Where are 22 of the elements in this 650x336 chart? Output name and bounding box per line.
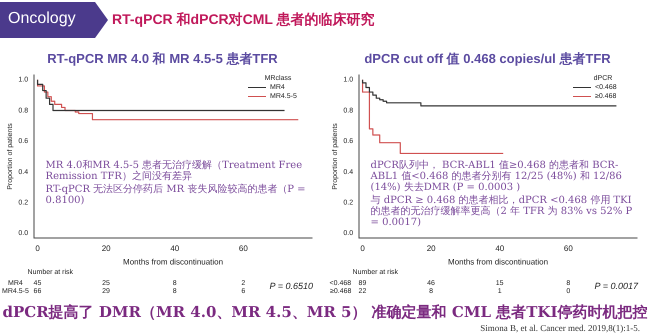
x-axis-title: Months from discontinuation: [123, 257, 224, 266]
x-tick-label: 40: [170, 244, 180, 253]
annotation: dPCR队列中， BCR-ABL1 值≥0.468 的患者和 BCR-ABL1 值<0.468 的患者分别有 12/25 (48%) 和 12/86 (14%) 失去DMR (P = 0.0003 ): [370, 160, 623, 193]
text: P = 0.6510: [270, 281, 313, 291]
x-tick-label: 0: [35, 244, 40, 253]
x-tick-label: 40: [495, 244, 505, 253]
annotation: RT-qPCR 无法区分停药后 MR 丧失风险较高的患者（P = 0.8100): [46, 184, 307, 206]
text: RT-qPCR 和dPCR对CML 患者的临床研究: [112, 11, 375, 29]
chart-title: RT-qPCR MR 4.0 和 MR 4.5-5 患者TFR: [46, 50, 279, 68]
x-tick-label: 60: [564, 244, 574, 253]
text: dPCR提高了 DMR（MR 4.0、MR 4.5、MR 5） 准确定量和 CML 患者TKI停药时机把控: [2, 303, 648, 322]
x-tick-label: 60: [238, 244, 248, 253]
chart-title: dPCR cut off 值 0.468 copies/ul 患者TFR: [363, 50, 612, 68]
annotation: MR 4.0和MR 4.5-5 患者无治疗缓解（Treatment Free Remission TFR）之间没有差异: [46, 160, 304, 182]
text: Oncology: [8, 10, 76, 28]
x-tick-label: 20: [102, 244, 112, 253]
text: Simona B, et al. Cancer med. 2019,8(1):1-5.: [480, 323, 640, 333]
x-tick-label: 0: [360, 244, 366, 253]
text: P = 0.0017: [594, 281, 638, 291]
x-axis-title: Months from discontinuation: [448, 257, 548, 266]
annotation: 与 dPCR ≥ 0.468 的患者相比，dPCR <0.468 停用 TKI 的患者的无治疗缓解率更高（2 年 TFR 为 83% vs 52% P = 0.0017): [370, 194, 634, 228]
x-tick-label: 20: [426, 244, 436, 253]
